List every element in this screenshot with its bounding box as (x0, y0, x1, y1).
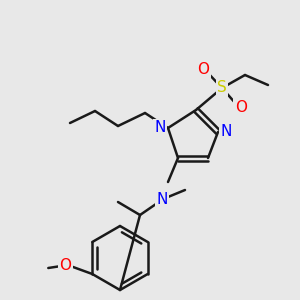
Text: N: N (156, 193, 168, 208)
Text: O: O (59, 257, 71, 272)
Text: N: N (220, 124, 232, 140)
Text: N: N (154, 121, 166, 136)
Text: O: O (235, 100, 247, 115)
Text: O: O (197, 62, 209, 77)
Text: S: S (217, 80, 227, 95)
